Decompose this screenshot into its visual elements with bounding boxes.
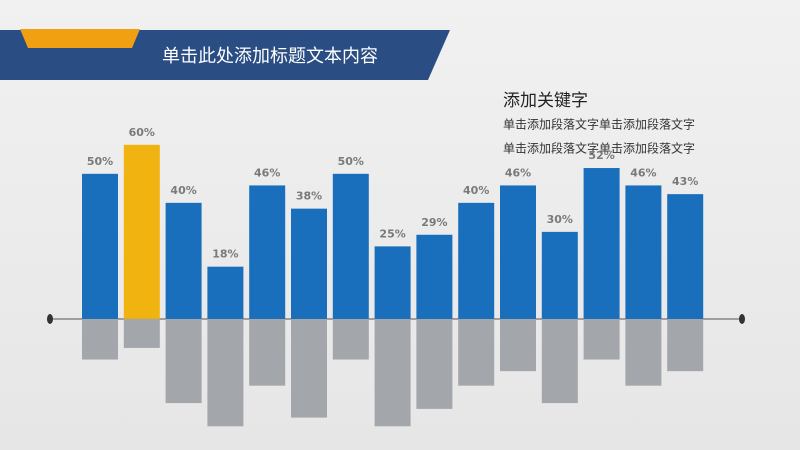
- lower-bar: [667, 318, 704, 372]
- bar: [332, 173, 369, 319]
- value-label: 46%: [254, 166, 280, 179]
- value-label: 25%: [379, 227, 405, 240]
- value-label: 46%: [630, 166, 656, 179]
- lower-bar: [541, 318, 578, 404]
- lower-bar: [583, 318, 620, 360]
- value-label: 30%: [547, 213, 573, 226]
- aside-heading: 添加关键字: [503, 91, 588, 111]
- bar: [291, 208, 327, 319]
- lower-bar: [82, 318, 118, 360]
- lower-bar: [458, 318, 495, 386]
- bar: [500, 185, 536, 319]
- bar: [82, 173, 118, 319]
- value-label: 60%: [129, 126, 155, 139]
- aside-text: 单击添加段落文字单击添加段落文字: [503, 141, 695, 156]
- value-label: 29%: [421, 216, 447, 229]
- bar: [165, 202, 202, 319]
- lower-bar: [123, 318, 160, 348]
- bar: [207, 266, 244, 319]
- value-label: 50%: [338, 155, 364, 168]
- bar: [249, 185, 286, 319]
- lower-bar: [249, 318, 286, 386]
- bar: [625, 185, 662, 319]
- axis-end: [47, 314, 53, 324]
- lower-bar: [416, 318, 453, 409]
- lower-bar: [207, 318, 244, 427]
- slide-title: 单击此处添加标题文本内容: [162, 46, 378, 67]
- value-label: 40%: [170, 184, 196, 197]
- value-label: 50%: [87, 155, 113, 168]
- bar: [541, 231, 578, 319]
- value-label: 18%: [212, 248, 238, 261]
- lower-bar: [291, 318, 327, 418]
- value-label: 43%: [672, 175, 698, 188]
- value-label: 52%: [588, 149, 614, 162]
- lower-bar: [165, 318, 202, 404]
- bar: [416, 234, 453, 319]
- axis-end: [739, 314, 745, 324]
- title-tab: [20, 29, 140, 48]
- lower-bar: [332, 318, 369, 360]
- bar: [123, 144, 160, 319]
- bar: [583, 168, 620, 319]
- value-label: 40%: [463, 184, 489, 197]
- value-label: 46%: [505, 166, 531, 179]
- lower-bar: [500, 318, 536, 372]
- bar: [667, 194, 704, 319]
- bar: [374, 246, 411, 319]
- bar: [458, 202, 495, 319]
- value-label: 38%: [296, 190, 322, 203]
- aside-text: 单击添加段落文字单击添加段落文字: [503, 117, 695, 132]
- lower-bar: [625, 318, 662, 386]
- lower-bar: [374, 318, 411, 427]
